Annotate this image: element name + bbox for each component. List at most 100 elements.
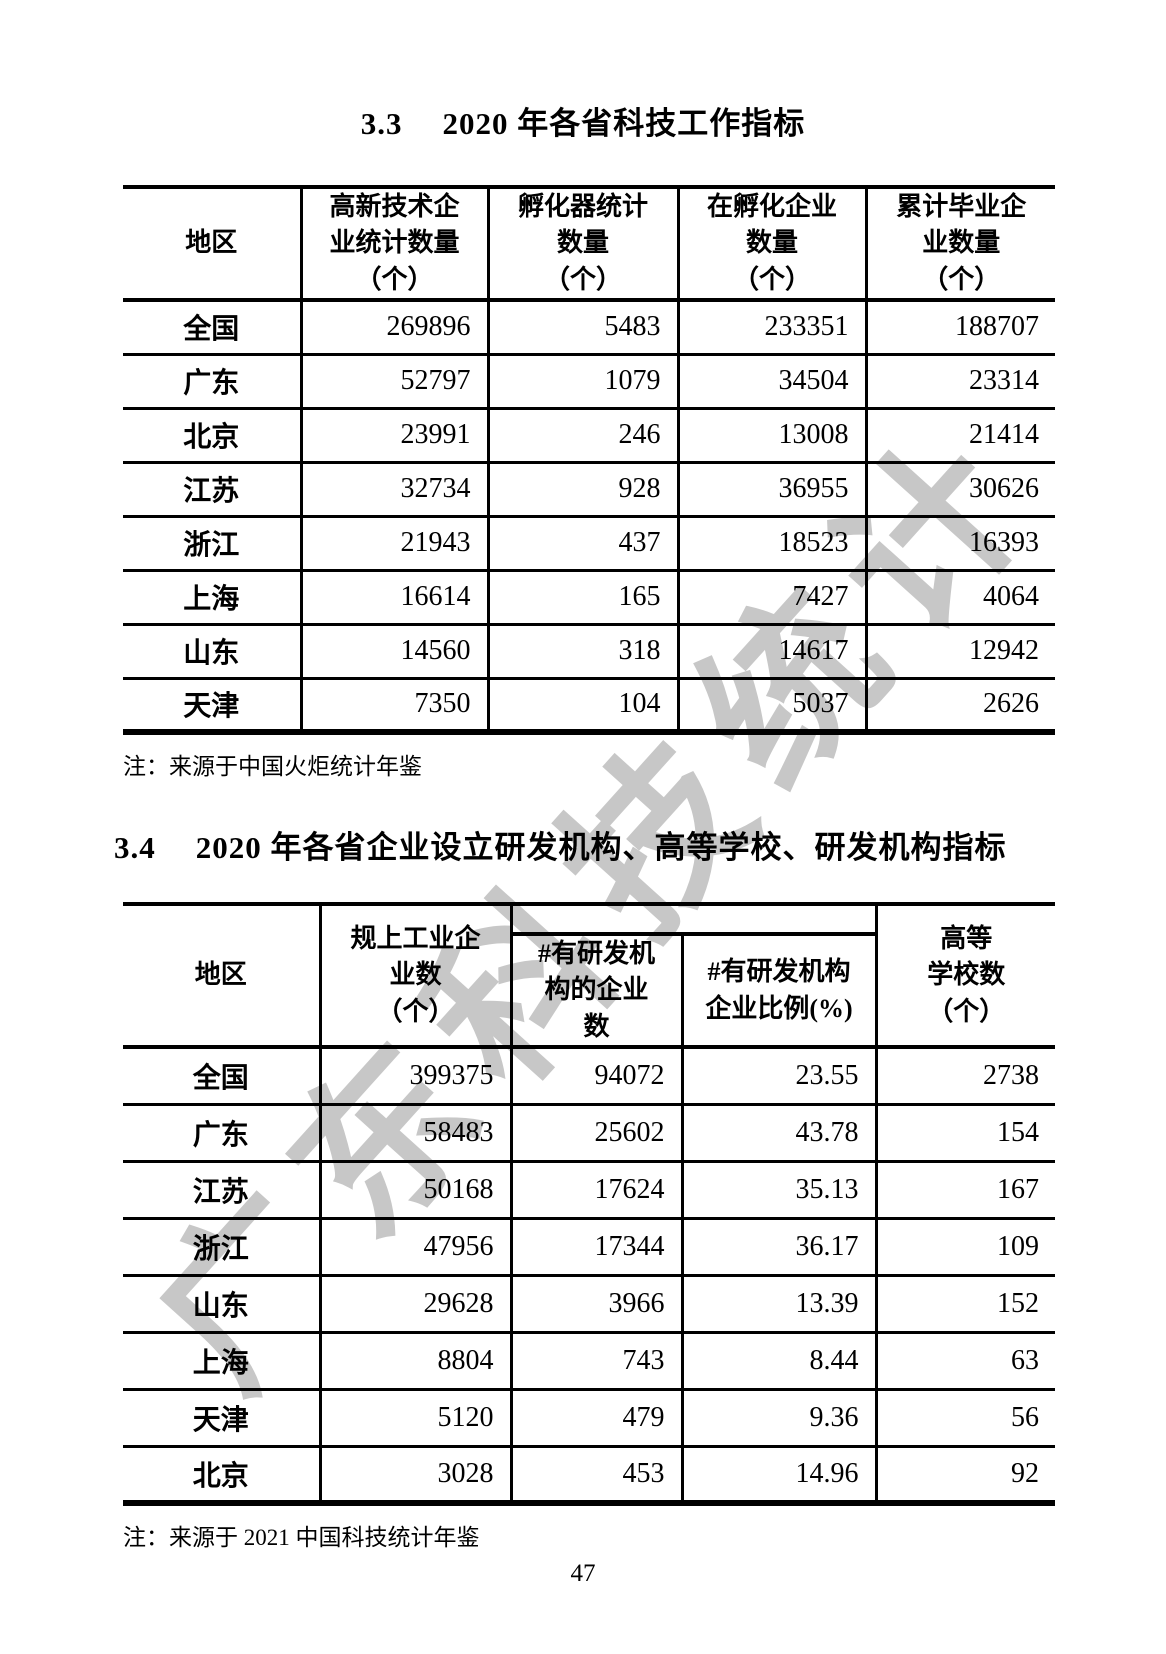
table-row: 广东 52797 1079 34504 23314 — [123, 354, 1055, 409]
value-cell: 23.55 — [680, 1047, 876, 1105]
section-3-3-heading: 3.3 2020 年各省科技工作指标 — [0, 98, 1166, 143]
value-cell: 7350 — [299, 678, 488, 733]
column-header-higher-education-count: 高等 学校数 （个） — [874, 904, 1055, 1050]
column-header-incubator-count: 孵化器统计 数量 （个） — [486, 187, 678, 303]
region-cell: 广东 — [192, 1119, 249, 1151]
value-cell: 17624 — [509, 1161, 682, 1219]
column-header-hightech-enterprise-count: 高新技术企 业统计数量 （个） — [299, 187, 488, 303]
table-1-container: 地区 高新技术企 业统计数量 （个） 孵化器统计 数量 （个） 在孵化企业 数量… — [123, 185, 1055, 781]
region-cell: 广东 — [183, 368, 240, 400]
value-cell: 8.44 — [680, 1332, 876, 1390]
region-cell: 天津 — [192, 1404, 249, 1436]
column-header-rd-institution-ratio: #有研发机构 企业比例(%) — [680, 934, 876, 1050]
column-header-incubating-enterprise-count: 在孵化企业 数量 （个） — [676, 187, 866, 303]
region-cell: 江苏 — [183, 476, 240, 508]
value-cell: 3028 — [318, 1446, 511, 1504]
table-2-container: 地区 规上工业企 业数 （个） 高等 学校数 （个） #有研发机 构的企业 数 … — [123, 902, 1055, 1552]
value-cell: 8804 — [318, 1332, 511, 1390]
value-cell: 56 — [874, 1389, 1055, 1447]
region-cell: 浙江 — [192, 1233, 249, 1265]
table-row: 江苏 50168 17624 35.13 167 — [123, 1161, 1055, 1219]
value-cell: 32734 — [299, 462, 488, 517]
value-cell: 30626 — [864, 462, 1055, 517]
region-cell: 天津 — [183, 691, 240, 723]
table-row: 广东 58483 25602 43.78 154 — [123, 1104, 1055, 1162]
value-cell: 269896 — [299, 300, 488, 355]
value-cell: 399375 — [318, 1047, 511, 1105]
table-row: 山东 29628 3966 13.39 152 — [123, 1275, 1055, 1333]
table-row: 江苏 32734 928 36955 30626 — [123, 462, 1055, 517]
value-cell: 14560 — [299, 624, 488, 679]
column-header-graduated-enterprise-count: 累计毕业企 业数量 （个） — [864, 187, 1055, 303]
value-cell: 188707 — [864, 300, 1055, 355]
value-cell: 928 — [486, 462, 678, 517]
table-science-work-indicators: 地区 高新技术企 业统计数量 （个） 孵化器统计 数量 （个） 在孵化企业 数量… — [123, 185, 1055, 735]
value-cell: 18523 — [676, 516, 866, 571]
value-cell: 104 — [486, 678, 678, 733]
value-cell: 233351 — [676, 300, 866, 355]
table-2-source-note: 注：来源于 2021 中国科技统计年鉴 — [123, 1525, 480, 1551]
table-rd-institution-indicators: 地区 规上工业企 业数 （个） 高等 学校数 （个） #有研发机 构的企业 数 … — [123, 902, 1055, 1506]
value-cell: 58483 — [318, 1104, 511, 1162]
value-cell: 1079 — [486, 354, 678, 409]
section-3-3-number: 3.3 — [360, 106, 403, 141]
column-header-region: 地区 — [123, 187, 301, 303]
value-cell: 4064 — [864, 570, 1055, 625]
value-cell: 16393 — [864, 516, 1055, 571]
value-cell: 5483 — [486, 300, 678, 355]
table-row: 全国 269896 5483 233351 188707 — [123, 300, 1055, 355]
value-cell: 154 — [874, 1104, 1055, 1162]
value-cell: 16614 — [299, 570, 488, 625]
value-cell: 2738 — [874, 1047, 1055, 1105]
value-cell: 479 — [509, 1389, 682, 1447]
value-cell: 50168 — [318, 1161, 511, 1219]
value-cell: 743 — [509, 1332, 682, 1390]
value-cell: 47956 — [318, 1218, 511, 1276]
region-cell: 全国 — [192, 1062, 249, 1094]
value-cell: 7427 — [676, 570, 866, 625]
region-cell: 浙江 — [183, 530, 240, 562]
value-cell: 17344 — [509, 1218, 682, 1276]
value-cell: 92 — [874, 1446, 1055, 1504]
value-cell: 437 — [486, 516, 678, 571]
table-row: 浙江 47956 17344 36.17 109 — [123, 1218, 1055, 1276]
region-cell: 全国 — [183, 314, 240, 346]
region-cell: 北京 — [183, 422, 240, 454]
table-row: 北京 23991 246 13008 21414 — [123, 408, 1055, 463]
value-cell: 35.13 — [680, 1161, 876, 1219]
value-cell: 23314 — [864, 354, 1055, 409]
value-cell: 21414 — [864, 408, 1055, 463]
region-cell: 山东 — [192, 1290, 249, 1322]
spanner-header-cell — [509, 904, 876, 936]
value-cell: 14.96 — [680, 1446, 876, 1504]
table-row: 山东 14560 318 14617 12942 — [123, 624, 1055, 679]
value-cell: 109 — [874, 1218, 1055, 1276]
value-cell: 5120 — [318, 1389, 511, 1447]
section-3-4-heading: 3.4 2020 年各省企业设立研发机构、高等学校、研发机构指标 — [114, 822, 1007, 867]
value-cell: 23991 — [299, 408, 488, 463]
column-header-industrial-enterprise-count: 规上工业企 业数 （个） — [318, 904, 511, 1050]
value-cell: 52797 — [299, 354, 488, 409]
value-cell: 36955 — [676, 462, 866, 517]
section-3-4-number: 3.4 — [114, 830, 156, 865]
value-cell: 43.78 — [680, 1104, 876, 1162]
region-cell: 山东 — [183, 638, 240, 670]
value-cell: 12942 — [864, 624, 1055, 679]
region-cell: 上海 — [183, 584, 240, 616]
region-cell: 上海 — [192, 1347, 249, 1379]
page-number: 47 — [570, 1560, 596, 1587]
value-cell: 3966 — [509, 1275, 682, 1333]
value-cell: 34504 — [676, 354, 866, 409]
table-row: 天津 5120 479 9.36 56 — [123, 1389, 1055, 1447]
table-1-header: 地区 高新技术企 业统计数量 （个） 孵化器统计 数量 （个） 在孵化企业 数量… — [123, 187, 1055, 303]
table-row: 浙江 21943 437 18523 16393 — [123, 516, 1055, 571]
table-1-source-note: 注：来源于中国火炬统计年鉴 — [123, 754, 422, 780]
value-cell: 94072 — [509, 1047, 682, 1105]
region-cell: 江苏 — [192, 1176, 249, 1208]
value-cell: 29628 — [318, 1275, 511, 1333]
value-cell: 21943 — [299, 516, 488, 571]
column-header-region: 地区 — [123, 904, 320, 1050]
table-row: 上海 16614 165 7427 4064 — [123, 570, 1055, 625]
value-cell: 5037 — [676, 678, 866, 733]
